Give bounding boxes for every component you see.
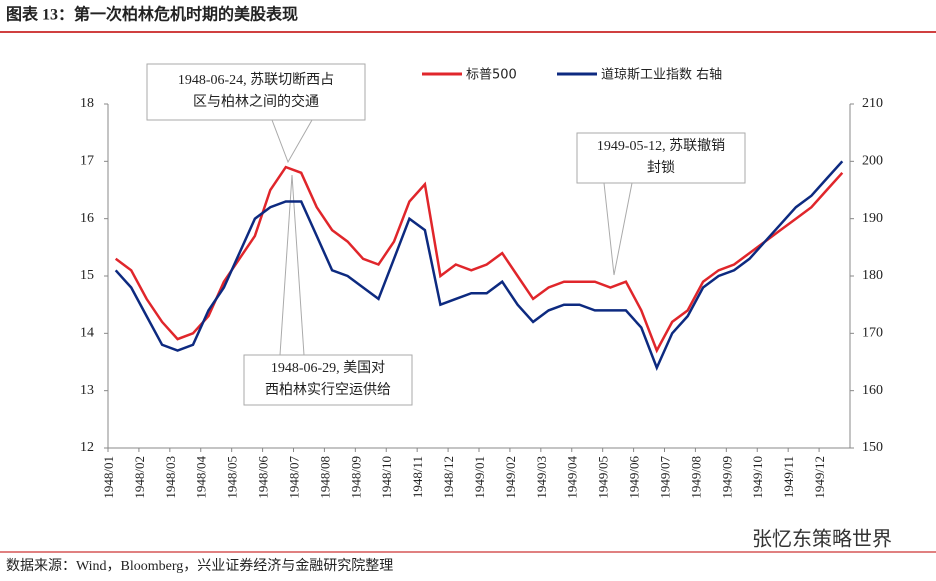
annotation: 封锁 — [647, 160, 675, 176]
x-tick-label: 1949/02 — [503, 456, 518, 499]
series-line — [114, 165, 844, 354]
x-tick-label: 1949/05 — [596, 456, 611, 499]
annotation: 1949-05-12, 苏联撤销 — [597, 138, 725, 154]
y2-tick-label: 190 — [862, 211, 883, 226]
x-tick-label: 1948/04 — [194, 456, 209, 499]
annotation-box — [243, 354, 413, 406]
annotation: 1948-06-24, 苏联切断西占 — [178, 72, 334, 88]
source: 数据来源：Wind，Bloomberg，兴业证券经济与金融研究院整理 — [6, 558, 393, 574]
y2-tick-label: 200 — [862, 154, 883, 169]
series-line — [114, 160, 844, 371]
x-tick-label: 1949/08 — [688, 456, 703, 499]
watermark: 张忆东策略世界 — [752, 527, 892, 551]
x-tick-label: 1948/01 — [101, 456, 116, 499]
legend-label: 道琼斯工业指数 右轴 — [601, 68, 722, 83]
x-tick-label: 1949/10 — [750, 456, 765, 499]
x-tick-label: 1949/04 — [565, 456, 580, 499]
x-tick-label: 1948/05 — [225, 456, 240, 499]
x-tick-label: 1948/09 — [348, 456, 363, 499]
y-tick-label: 12 — [80, 440, 94, 455]
y2-tick-label: 180 — [862, 268, 883, 283]
x-tick-label: 1948/06 — [256, 456, 271, 499]
x-tick-label: 1949/01 — [472, 456, 487, 499]
x-tick-label: 1948/02 — [132, 456, 147, 499]
y-tick-label: 17 — [80, 154, 94, 169]
annotation: 西柏林实行空运供给 — [265, 382, 391, 398]
y2-tick-label: 210 — [862, 96, 883, 111]
x-tick-label: 1949/11 — [781, 456, 796, 498]
y2-tick-label: 170 — [862, 326, 883, 341]
x-tick-label: 1948/12 — [441, 456, 456, 499]
annotation-box — [576, 132, 746, 184]
x-tick-label: 1948/10 — [379, 456, 394, 499]
y2-tick-label: 150 — [862, 440, 883, 455]
x-tick-label: 1948/07 — [286, 456, 301, 499]
annotation: 1948-06-29, 美国对 — [271, 360, 385, 376]
x-tick-label: 1949/12 — [812, 456, 827, 499]
legend-label: 标普500 — [466, 68, 517, 83]
x-tick-label: 1949/03 — [534, 456, 549, 499]
x-tick-label: 1948/08 — [317, 456, 332, 499]
y-tick-label: 18 — [80, 96, 94, 111]
y2-tick-label: 160 — [862, 383, 883, 398]
annotation-box — [146, 63, 366, 121]
chart-title: 图表 13：第一次柏林危机时期的美股表现 — [6, 5, 298, 24]
annotation-pointers — [271, 119, 633, 356]
annotation: 区与柏林之间的交通 — [193, 93, 319, 110]
y-tick-label: 15 — [80, 268, 94, 283]
x-tick-label: 1948/03 — [163, 456, 178, 499]
y-tick-label: 14 — [80, 326, 94, 341]
x-tick-label: 1949/09 — [719, 456, 734, 499]
y-tick-label: 16 — [80, 211, 94, 226]
x-tick-label: 1949/07 — [657, 456, 672, 499]
y-tick-label: 13 — [80, 383, 94, 398]
x-tick-label: 1948/11 — [410, 456, 425, 498]
x-tick-label: 1949/06 — [627, 456, 642, 499]
